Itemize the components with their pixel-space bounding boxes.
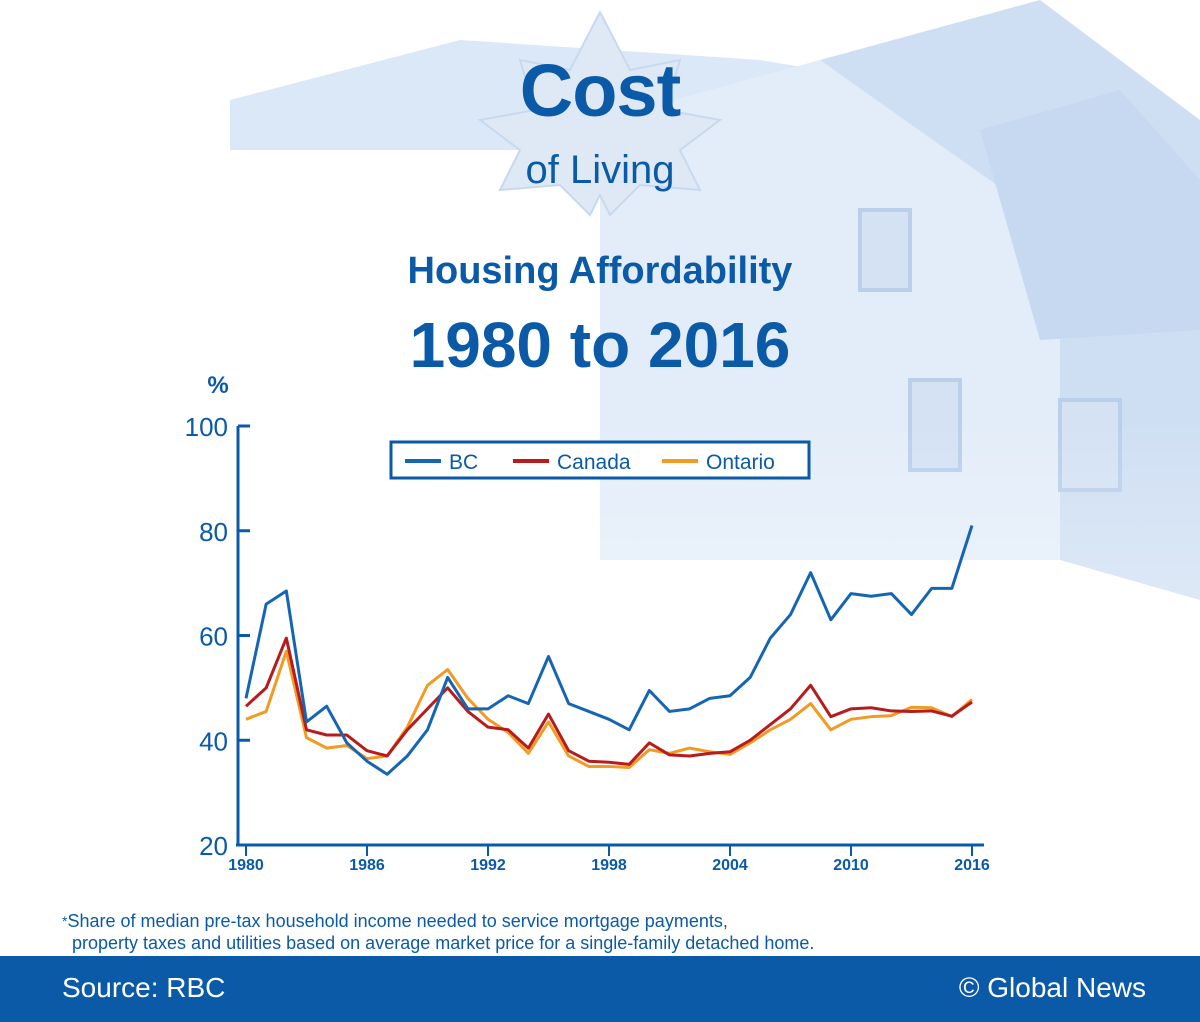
- y-tick-label: 80: [199, 517, 228, 547]
- legend-label-bc: BC: [449, 451, 478, 474]
- legend-label-ontario: Ontario: [706, 451, 775, 474]
- series-line-bc: [244, 525, 974, 776]
- y-tick-label: 40: [199, 726, 228, 756]
- legend-label-canada: Canada: [557, 451, 631, 474]
- y-tick-label: 100: [185, 412, 228, 442]
- copyright-label: © Global News: [958, 972, 1146, 1003]
- x-tick-label: 1998: [591, 857, 627, 874]
- legend-box: [389, 440, 811, 480]
- footnote-text-1: Share of median pre-tax household income…: [67, 911, 728, 931]
- y-axis-label: %: [207, 372, 228, 399]
- chart-subtitle: 1980 to 2016: [409, 309, 791, 381]
- source-label: Source: RBC: [62, 972, 226, 1003]
- y-tick-label: 60: [199, 622, 228, 652]
- x-tick-label: 1980: [228, 857, 264, 874]
- logo-subtitle: of Living: [525, 148, 675, 192]
- cost-of-living-logo: Cost of Living: [470, 8, 730, 218]
- footer-bar: Source: RBC © Global News: [0, 956, 1200, 1022]
- series-line-canada: [244, 636, 973, 766]
- x-tick-label: 1986: [349, 857, 385, 874]
- x-tick-label: 2016: [954, 857, 990, 874]
- footnote-line-2: property taxes and utilities based on av…: [72, 933, 815, 953]
- footnote-asterisk: *: [62, 913, 68, 929]
- chart-legend: BC Canada Ontario: [389, 440, 811, 480]
- footnote-line-1: *Share of median pre-tax household incom…: [62, 910, 962, 932]
- logo-title: Cost: [519, 49, 681, 132]
- chart-title: Housing Affordability: [407, 250, 793, 292]
- footnote: *Share of median pre-tax household incom…: [62, 910, 962, 954]
- x-tick-label: 1992: [470, 857, 506, 874]
- series-line-ontario: [245, 649, 973, 769]
- y-tick-label: 20: [199, 831, 228, 861]
- x-tick-label: 2010: [833, 857, 869, 874]
- x-tick-label: 2004: [712, 857, 748, 874]
